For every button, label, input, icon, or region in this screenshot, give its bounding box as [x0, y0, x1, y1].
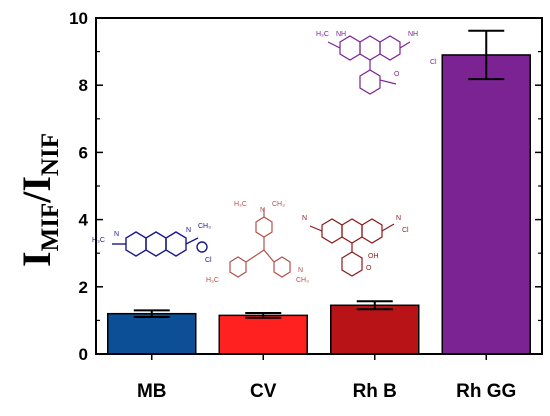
- bar-rh-gg: [441, 54, 531, 355]
- x-tick-label: Rh GG: [456, 381, 516, 402]
- svg-text:N: N: [114, 231, 119, 238]
- svg-text:H₃C: H₃C: [92, 237, 105, 244]
- svg-text:N: N: [302, 215, 307, 222]
- svg-text:NH: NH: [408, 31, 418, 38]
- error-bar-rh-b: [356, 300, 393, 311]
- svg-text:N: N: [298, 267, 303, 274]
- bar-rh-b: [330, 304, 420, 355]
- mb-structure-image: H₃C N N CH₃ Cl: [92, 223, 212, 264]
- svg-text:N: N: [396, 215, 401, 222]
- svg-text:H₃C: H₃C: [316, 31, 329, 38]
- bars-layer: [107, 54, 531, 355]
- svg-text:Cl: Cl: [402, 227, 409, 234]
- rhb-structure-image: N N OH O Cl: [302, 215, 409, 277]
- svg-text:N: N: [260, 207, 265, 214]
- axes-layer: MB CV Rh B Rh GG 0 2 4 6 8 10: [69, 9, 543, 402]
- x-tick-label: MB: [137, 381, 167, 402]
- error-bars-layer: [133, 29, 505, 319]
- svg-text:NH: NH: [336, 31, 346, 38]
- x-tick-label: Rh B: [353, 381, 397, 402]
- error-bar-mb: [133, 309, 170, 319]
- y-tick-label: 4: [79, 211, 89, 230]
- y-tick-label: 0: [79, 345, 88, 364]
- svg-text:H₃C: H₃C: [234, 201, 247, 208]
- svg-text:Cl: Cl: [430, 59, 437, 66]
- y-tick-label: 10: [69, 9, 88, 28]
- svg-text:IMIF/INIF: IMIF/INIF: [14, 133, 64, 267]
- error-bar-cv: [245, 312, 282, 319]
- x-tick-label: CV: [250, 381, 277, 402]
- cv-structure-image: H₃C N CH₃ H₃C CH₃ N: [206, 201, 309, 284]
- rhgg-structure-image: H₃C NH NH O Cl: [316, 31, 437, 95]
- svg-text:O: O: [394, 71, 400, 78]
- y-tick-label: 6: [79, 143, 88, 162]
- svg-text:O: O: [366, 265, 372, 272]
- svg-text:N: N: [186, 227, 191, 234]
- y-axis-label: IMIF/INIF: [14, 133, 64, 267]
- plot-frame: [95, 17, 543, 355]
- bar-cv: [218, 314, 308, 355]
- svg-text:OH: OH: [368, 253, 379, 260]
- error-bar-rh-gg: [468, 29, 505, 81]
- svg-text:CH₃: CH₃: [198, 223, 211, 230]
- y-tick-label: 8: [79, 76, 88, 95]
- svg-text:CH₃: CH₃: [296, 277, 309, 284]
- svg-text:Cl: Cl: [205, 257, 212, 264]
- svg-text:H₃C: H₃C: [206, 277, 219, 284]
- y-tick-label: 2: [79, 278, 88, 297]
- svg-text:CH₃: CH₃: [272, 201, 285, 208]
- bar-mb: [107, 312, 197, 355]
